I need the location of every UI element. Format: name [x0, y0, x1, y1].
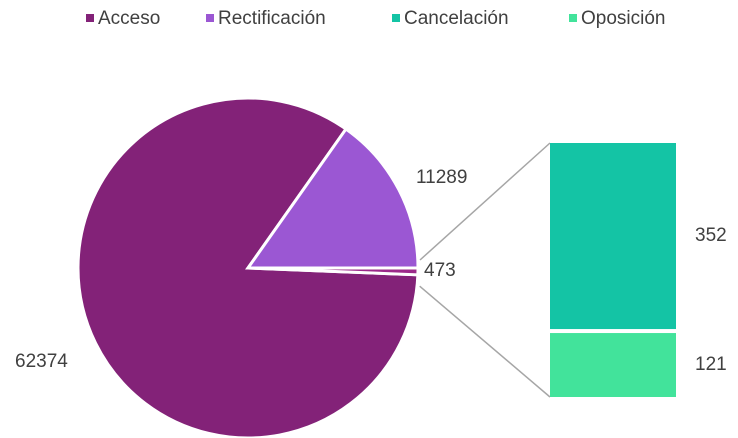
connector-line	[419, 142, 551, 261]
data-label: 121	[695, 354, 727, 375]
legend-swatch	[206, 14, 214, 22]
pie-slice	[245, 126, 420, 270]
legend-swatch	[392, 14, 400, 22]
pie-slice	[247, 266, 420, 277]
bar-segment	[550, 333, 676, 397]
data-label: 62374	[15, 351, 68, 372]
data-label: 352	[695, 225, 727, 246]
connector-line	[419, 285, 551, 398]
legend-label: Oposición	[581, 8, 666, 29]
legend-label: Acceso	[98, 8, 160, 29]
legend-swatch	[86, 14, 94, 22]
legend-swatch	[569, 14, 577, 22]
legend-label: Rectificación	[218, 8, 326, 29]
bar-segment	[550, 143, 676, 330]
legend-label: Cancelación	[404, 8, 509, 29]
data-label: 11289	[416, 167, 467, 188]
data-label: 473	[424, 260, 456, 281]
